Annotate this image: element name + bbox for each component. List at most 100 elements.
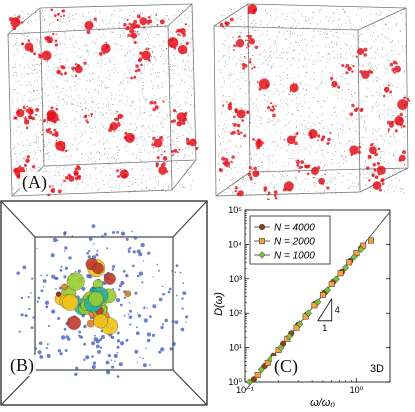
red-cluster (133, 40, 137, 45)
blue-particle (31, 277, 34, 280)
blue-particle (146, 338, 151, 343)
particle-dot (279, 93, 280, 95)
particle-dot (370, 67, 372, 68)
particle-dot (332, 12, 334, 14)
red-cluster (52, 133, 56, 137)
particle-dot (338, 24, 340, 26)
particle-dot (315, 152, 317, 153)
particle-dot (280, 174, 282, 175)
panel-a-left-box (0, 0, 208, 200)
particle-dot (91, 106, 93, 108)
cluster-sphere (61, 283, 68, 291)
particle-dot (45, 129, 47, 131)
particle-dot (357, 59, 359, 61)
particle-dot (400, 188, 402, 190)
particle-dot (190, 166, 192, 168)
particle-dot (238, 183, 240, 185)
particle-dot (18, 161, 19, 163)
red-cluster (373, 168, 377, 171)
particle-dot (306, 89, 308, 91)
x-axis-label: ω/ω₀ (310, 397, 335, 407)
particle-dot (222, 107, 224, 108)
particle-dot (88, 127, 90, 128)
particle-dot (59, 175, 60, 176)
particle-dot (240, 145, 241, 147)
blue-particle (119, 303, 123, 307)
particle-dot (88, 110, 90, 111)
particle-dot (158, 87, 160, 89)
particle-dot (23, 123, 25, 125)
particle-dot (325, 37, 326, 38)
particle-dot (122, 130, 124, 131)
particle-dot (245, 97, 247, 99)
particle-dot (253, 185, 255, 187)
particle-dot (100, 93, 102, 95)
red-cluster (406, 97, 410, 101)
particle-dot (298, 105, 300, 107)
particle-dot (228, 49, 229, 50)
particle-dot (124, 28, 126, 29)
particle-dot (273, 176, 275, 178)
red-cluster (140, 72, 142, 74)
cluster-sphere (124, 290, 131, 298)
red-cluster (41, 133, 44, 136)
particle-dot (281, 176, 282, 178)
particle-dot (228, 59, 230, 61)
particle-dot (388, 66, 389, 68)
particle-dot (161, 151, 163, 153)
particle-dot (182, 10, 183, 12)
particle-dot (178, 181, 179, 183)
particle-dot (59, 167, 60, 169)
particle-dot (331, 124, 333, 126)
particle-dot (305, 173, 306, 175)
particle-dot (402, 46, 403, 47)
particle-dot (351, 55, 353, 57)
particle-dot (76, 125, 78, 127)
particle-dot (30, 72, 32, 74)
red-cluster (177, 44, 188, 55)
particle-dot (292, 93, 294, 95)
particle-dot (320, 162, 322, 164)
particle-dot (277, 17, 278, 19)
particle-dot (50, 70, 52, 72)
particle-dot (326, 16, 327, 17)
particle-dot (365, 129, 367, 131)
particle-dot (325, 141, 327, 143)
particle-dot (290, 33, 291, 35)
particle-dot (296, 127, 297, 128)
particle-dot (188, 55, 190, 57)
particle-dot (185, 169, 187, 171)
particle-dot (326, 33, 328, 35)
particle-dot (36, 131, 38, 133)
particle-dot (120, 138, 122, 140)
particle-dot (73, 18, 75, 20)
particle-dot (227, 187, 229, 189)
particle-dot (146, 61, 148, 62)
particle-dot (188, 172, 190, 174)
particle-dot (178, 73, 180, 75)
particle-dot (295, 180, 297, 182)
particle-dot (183, 60, 185, 62)
particle-dot (362, 101, 364, 102)
particle-dot (112, 32, 114, 34)
particle-dot (331, 173, 333, 175)
particle-dot (36, 89, 38, 91)
blue-particle (149, 315, 152, 318)
red-cluster (175, 30, 178, 33)
red-cluster (385, 90, 388, 93)
particle-dot (343, 125, 344, 127)
particle-dot (132, 101, 134, 103)
particle-dot (184, 147, 186, 149)
red-cluster (172, 109, 177, 113)
particle-dot (386, 15, 388, 17)
particle-dot (26, 85, 28, 87)
red-cluster (29, 115, 33, 120)
red-cluster (253, 166, 257, 171)
particle-dot (12, 91, 13, 93)
red-cluster (332, 86, 334, 89)
particle-dot (191, 11, 193, 13)
particle-dot (149, 178, 151, 180)
particle-dot (314, 186, 316, 187)
particle-dot (345, 160, 347, 162)
particle-dot (268, 159, 270, 161)
